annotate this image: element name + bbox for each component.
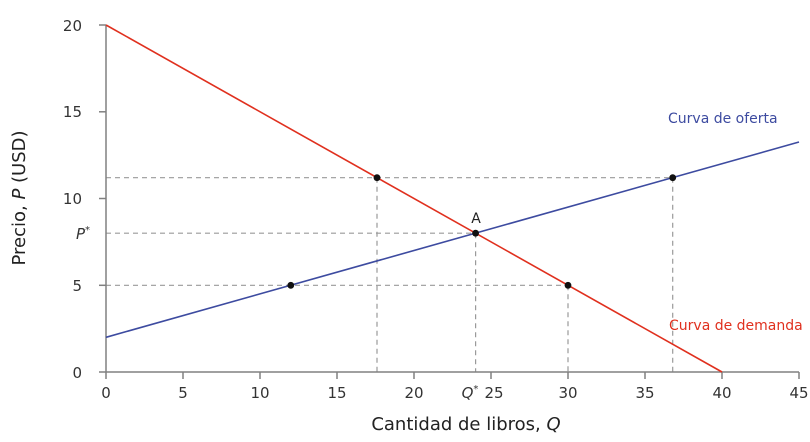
y-tick-0: 0 — [72, 364, 82, 382]
y-tick-5: 5 — [72, 277, 82, 295]
demand-curve — [105, 24, 723, 373]
x-tick-25: 25 — [484, 384, 503, 402]
y-tick-20: 20 — [63, 17, 82, 35]
marker-equilibrium-a — [472, 229, 479, 237]
axes — [99, 24, 800, 379]
demand-curve-label: Curva de demanda — [669, 318, 803, 334]
y-tick-10: 10 — [63, 190, 82, 208]
x-tick-20: 20 — [404, 384, 423, 402]
q-star-label: Q* — [462, 384, 479, 402]
marker-supply-q12 — [287, 281, 295, 289]
x-axis-title: Cantidad de libros, Q — [371, 414, 560, 435]
marker-supply-q36 — [669, 174, 677, 182]
markers — [287, 174, 677, 289]
x-tick-10: 10 — [250, 384, 269, 402]
p-star-label: P* — [76, 225, 90, 243]
x-tick-40: 40 — [712, 384, 731, 402]
x-tick-15: 15 — [327, 384, 346, 402]
y-tick-15: 15 — [63, 103, 82, 121]
guide-lines — [106, 177, 674, 372]
x-tick-35: 35 — [635, 384, 654, 402]
x-tick-0: 0 — [101, 384, 111, 402]
marker-demand-q17 — [373, 174, 381, 182]
y-tick-labels: 20 15 10 5 0 — [63, 17, 82, 382]
x-tick-labels: 0 5 10 15 20 25 30 35 40 45 — [101, 384, 808, 402]
marker-demand-q30 — [564, 281, 572, 289]
x-tick-30: 30 — [558, 384, 577, 402]
x-tick-45: 45 — [789, 384, 808, 402]
supply-curve — [105, 141, 800, 339]
y-axis-title: Precio, P (USD) — [9, 130, 30, 265]
equilibrium-label-a: A — [471, 211, 481, 227]
x-tick-5: 5 — [178, 384, 188, 402]
supply-curve-label: Curva de oferta — [668, 111, 778, 127]
